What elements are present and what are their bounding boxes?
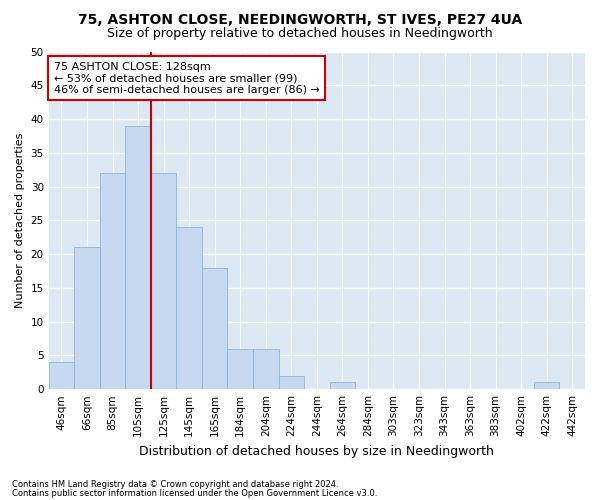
- Bar: [253, 348, 278, 389]
- Text: Size of property relative to detached houses in Needingworth: Size of property relative to detached ho…: [107, 28, 493, 40]
- Bar: [534, 382, 559, 389]
- Bar: [125, 126, 151, 389]
- Bar: [49, 362, 74, 389]
- Bar: [100, 173, 125, 389]
- Bar: [227, 348, 253, 389]
- Text: Contains HM Land Registry data © Crown copyright and database right 2024.: Contains HM Land Registry data © Crown c…: [12, 480, 338, 489]
- Bar: [278, 376, 304, 389]
- Text: 75, ASHTON CLOSE, NEEDINGWORTH, ST IVES, PE27 4UA: 75, ASHTON CLOSE, NEEDINGWORTH, ST IVES,…: [78, 12, 522, 26]
- Text: 75 ASHTON CLOSE: 128sqm
← 53% of detached houses are smaller (99)
46% of semi-de: 75 ASHTON CLOSE: 128sqm ← 53% of detache…: [54, 62, 320, 95]
- Y-axis label: Number of detached properties: Number of detached properties: [15, 132, 25, 308]
- Bar: [74, 248, 100, 389]
- Bar: [151, 173, 176, 389]
- Bar: [176, 227, 202, 389]
- X-axis label: Distribution of detached houses by size in Needingworth: Distribution of detached houses by size …: [139, 444, 494, 458]
- Bar: [329, 382, 355, 389]
- Text: Contains public sector information licensed under the Open Government Licence v3: Contains public sector information licen…: [12, 488, 377, 498]
- Bar: [202, 268, 227, 389]
